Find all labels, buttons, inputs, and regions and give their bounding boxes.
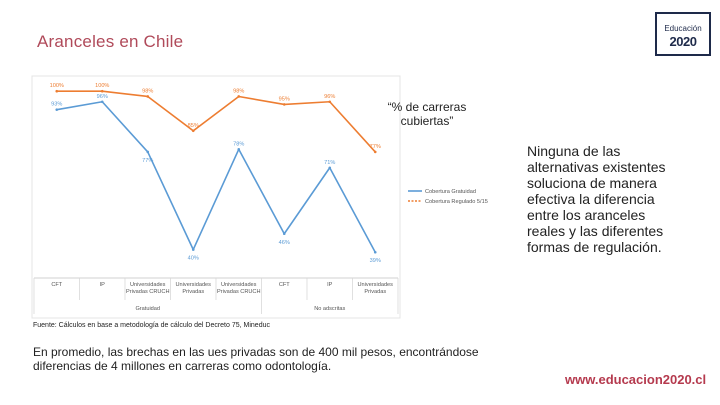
x-tick-label: Universidades Privadas xyxy=(358,282,394,295)
x-tick-label-line: Privadas xyxy=(182,289,204,295)
data-label: 100% xyxy=(95,83,109,89)
x-tick-label-line: CFT xyxy=(51,282,62,288)
data-label: 96% xyxy=(324,94,335,100)
data-point xyxy=(191,248,195,251)
slide-title: Aranceles en Chile xyxy=(37,32,184,51)
summary-text: En promedio, las brechas en las ues priv… xyxy=(33,345,479,373)
conclusion-text: Ninguna de las alternativas existentes s… xyxy=(527,143,666,255)
x-tick-label-line: Universidades xyxy=(176,282,212,288)
x-tick-label: Universidades Privadas CRUCH xyxy=(126,282,170,295)
data-point xyxy=(237,95,241,98)
x-tick-label-line: Privadas CRUCH xyxy=(217,289,261,295)
x-tick-label: Universidades Privadas CRUCH xyxy=(217,282,261,295)
legend-label: Cobertura Gratuidad xyxy=(425,189,476,195)
data-point xyxy=(282,103,286,106)
data-label: 46% xyxy=(279,240,290,246)
x-tick-label-line: Universidades xyxy=(221,282,257,288)
data-label: 40% xyxy=(188,256,199,262)
x-tick-label: IP xyxy=(100,282,106,288)
logo-bottom-text: 2020 xyxy=(669,34,697,49)
series-line xyxy=(56,90,376,153)
data-point xyxy=(328,100,332,104)
data-point xyxy=(100,100,104,104)
x-tick-label-line: Universidades xyxy=(130,282,166,288)
x-tick-label-line: IP xyxy=(100,282,106,288)
data-label: 98% xyxy=(233,88,244,94)
data-label: 93% xyxy=(51,102,62,108)
data-point xyxy=(146,150,150,154)
data-label: 78% xyxy=(233,141,244,147)
x-tick-label-line: Privadas CRUCH xyxy=(126,289,170,295)
x-tick-label-line: IP xyxy=(327,282,333,288)
data-label: 98% xyxy=(142,88,153,94)
data-label: 39% xyxy=(370,258,381,264)
data-point xyxy=(191,129,195,133)
website-link[interactable]: www.educacion2020.cl xyxy=(565,372,707,387)
data-label: 95% xyxy=(279,96,290,102)
chart-source: Fuente: Cálculos en base a metodología d… xyxy=(33,322,270,329)
data-point xyxy=(100,89,104,93)
data-point xyxy=(373,250,377,254)
legend-label: Cobertura Regulado 5/15 xyxy=(425,199,488,205)
data-label: 100% xyxy=(50,83,64,89)
data-label: 96% xyxy=(97,94,108,100)
x-tick-label-line: Universidades xyxy=(358,282,394,288)
chart-frame xyxy=(31,75,401,319)
data-point xyxy=(146,95,150,98)
logo-top-text: Educación xyxy=(664,24,702,33)
chart-annotation: “% de carreras cubiertas” xyxy=(387,100,467,128)
data-point xyxy=(55,108,59,111)
data-point xyxy=(328,166,332,170)
data-point xyxy=(282,232,286,236)
data-label: 77% xyxy=(370,144,381,150)
data-label: 71% xyxy=(324,160,335,166)
group-label: No adscritas xyxy=(314,306,345,312)
data-point xyxy=(55,89,59,93)
x-tick-label: CFT xyxy=(279,282,290,288)
x-tick-label: IP xyxy=(327,282,333,288)
series-line xyxy=(56,100,376,253)
educacion2020-logo: Educación 2020 xyxy=(655,12,711,56)
group-label: Gratuidad xyxy=(135,306,160,312)
x-tick-label: CFT xyxy=(51,282,62,288)
data-point xyxy=(237,147,241,151)
data-point xyxy=(373,150,377,154)
data-label: 77% xyxy=(142,158,153,164)
data-label: 85% xyxy=(188,123,199,129)
x-tick-label-line: CFT xyxy=(279,282,290,288)
x-tick-label-line: Privadas xyxy=(364,289,386,295)
x-tick-label: Universidades Privadas xyxy=(176,282,212,295)
